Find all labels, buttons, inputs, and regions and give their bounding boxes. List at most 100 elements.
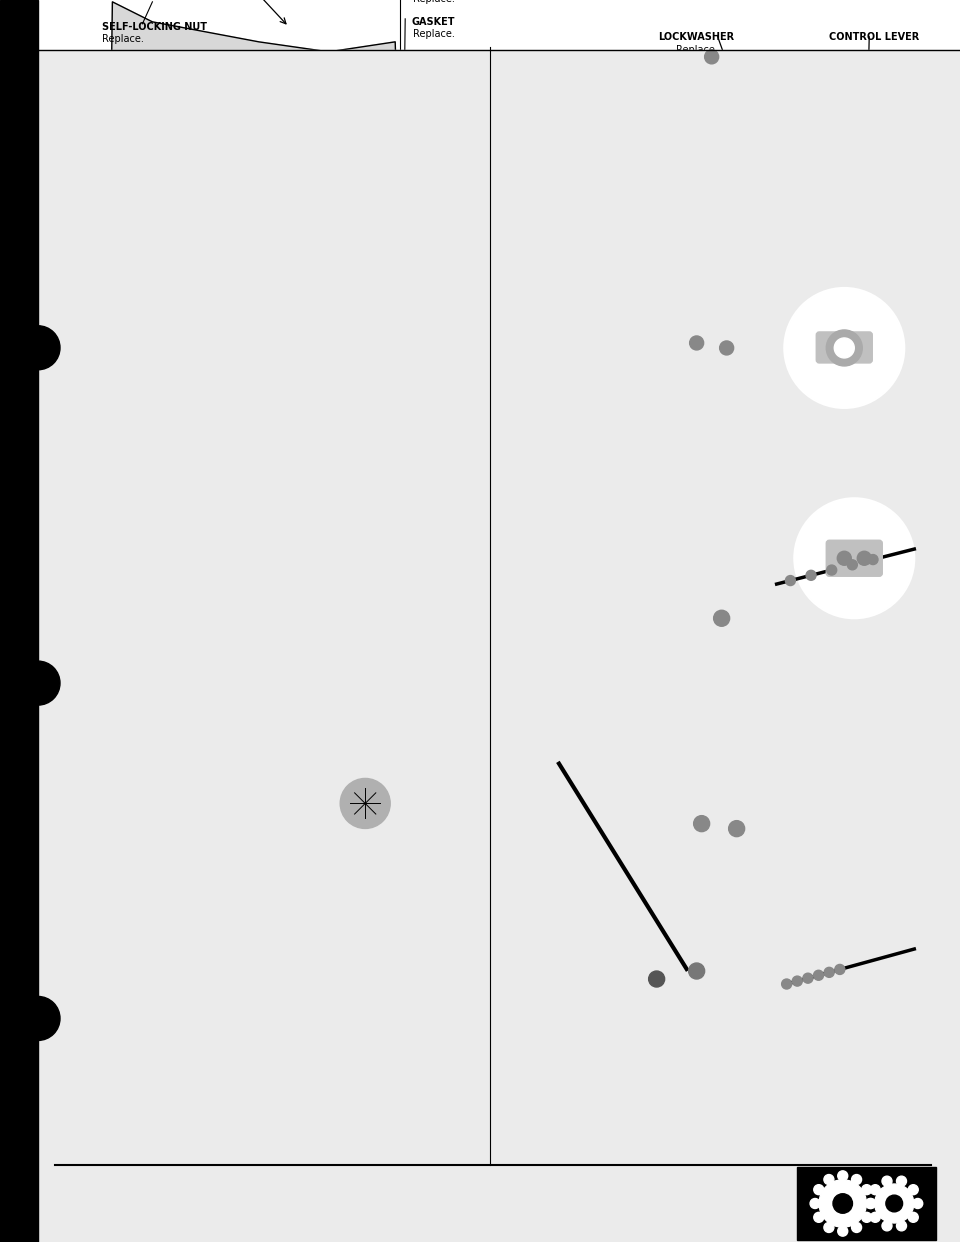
Text: (see section 16).: (see section 16).: [149, 1148, 253, 1160]
Circle shape: [852, 1175, 861, 1185]
Text: DRIVESHAFT: DRIVESHAFT: [192, 934, 266, 944]
Circle shape: [819, 1180, 867, 1227]
Bar: [544, 278, 584, 348]
Circle shape: [792, 976, 803, 986]
Text: Replace.: Replace.: [67, 370, 109, 380]
Text: 14.: 14.: [108, 1040, 130, 1052]
Circle shape: [824, 1222, 834, 1232]
Polygon shape: [72, 597, 282, 959]
Circle shape: [649, 971, 664, 987]
Circle shape: [833, 1194, 852, 1213]
Polygon shape: [666, 628, 777, 823]
Circle shape: [720, 342, 733, 355]
Text: Replace.: Replace.: [414, 0, 455, 4]
Circle shape: [785, 575, 796, 585]
Text: 16.: 16.: [108, 699, 130, 712]
Text: PRIMARY: PRIMARY: [416, 636, 466, 646]
Bar: [182, 806, 312, 821]
Text: 17.: 17.: [108, 646, 130, 658]
Polygon shape: [103, 1, 415, 732]
Polygon shape: [647, 67, 756, 338]
Circle shape: [868, 555, 878, 565]
Text: GASKET: GASKET: [412, 17, 455, 27]
Circle shape: [870, 1212, 880, 1222]
Text: SELF-LOCKING: SELF-LOCKING: [67, 347, 146, 356]
Circle shape: [123, 774, 203, 853]
Circle shape: [813, 970, 824, 980]
Text: 18.: 18.: [509, 1115, 531, 1128]
Circle shape: [378, 704, 393, 718]
Circle shape: [16, 996, 60, 1041]
Circle shape: [108, 759, 217, 868]
Circle shape: [810, 1199, 820, 1208]
Circle shape: [882, 1221, 892, 1231]
FancyBboxPatch shape: [827, 540, 882, 576]
Circle shape: [908, 1185, 919, 1195]
Text: (cont'd): (cont'd): [873, 92, 922, 104]
Text: GASKET: GASKET: [67, 636, 111, 646]
Text: LOCKWASHER: LOCKWASHER: [659, 32, 734, 42]
Text: 14-171: 14-171: [824, 628, 922, 653]
Circle shape: [729, 821, 745, 837]
Text: 15.: 15.: [108, 981, 130, 994]
Circle shape: [340, 779, 390, 828]
Circle shape: [296, 723, 455, 883]
Text: SELF-LOCKING NUT: SELF-LOCKING NUT: [103, 22, 207, 32]
Text: 4WD:: 4WD:: [550, 1037, 588, 1049]
Text: SHIFT CABLE: SHIFT CABLE: [849, 934, 920, 944]
Text: Replace.: Replace.: [676, 45, 717, 55]
Circle shape: [825, 968, 834, 977]
Text: SET RING: SET RING: [370, 663, 420, 673]
Bar: [544, 744, 574, 833]
Circle shape: [689, 335, 704, 350]
Text: NUT: NUT: [67, 359, 90, 369]
Text: (Primary HO2S) connector.: (Primary HO2S) connector.: [149, 715, 316, 728]
Circle shape: [134, 785, 190, 841]
Circle shape: [852, 1222, 861, 1232]
Text: carmanualsonline.info: carmanualsonline.info: [518, 641, 634, 651]
Circle shape: [16, 325, 60, 370]
Text: the shift cable from the control lever. Do not bend: the shift cable from the control lever. …: [550, 1025, 864, 1037]
Text: w.emanualpro.com: w.emanualpro.com: [55, 641, 154, 651]
Circle shape: [784, 288, 904, 407]
Circle shape: [814, 1212, 824, 1222]
Circle shape: [694, 816, 709, 832]
Circle shape: [882, 1176, 892, 1186]
Text: Replace.: Replace.: [414, 29, 455, 39]
Text: SHIFT CABLE: SHIFT CABLE: [849, 539, 920, 549]
Text: Replace.: Replace.: [67, 648, 109, 660]
Text: BAG: BAG: [432, 946, 455, 958]
Text: Replace.: Replace.: [103, 34, 144, 43]
Circle shape: [803, 974, 813, 984]
Text: Remove the shift cable cover.: Remove the shift cable cover.: [550, 1115, 736, 1128]
Text: the shift cable excessively.: the shift cable excessively.: [550, 1041, 717, 1053]
Circle shape: [908, 1212, 919, 1222]
Text: COVER: COVER: [509, 361, 546, 371]
Text: Tie plastic bags over the driveshaft ends. Coat all: Tie plastic bags over the driveshaft end…: [149, 981, 460, 994]
Text: pry the left driveshaft out of the intermediate shaft: pry the left driveshaft out of the inter…: [149, 1131, 470, 1144]
Circle shape: [827, 330, 862, 366]
Text: CONTROL: CONTROL: [509, 789, 562, 799]
FancyBboxPatch shape: [816, 332, 873, 363]
Circle shape: [806, 570, 816, 580]
Text: HO2S CONNECTOR: HO2S CONNECTOR: [364, 648, 466, 660]
Circle shape: [176, 679, 189, 693]
Ellipse shape: [281, 653, 306, 668]
Text: 2WD:: 2WD:: [550, 636, 588, 648]
Circle shape: [794, 498, 914, 619]
Text: Remove the control lever, then separate the shift: Remove the control lever, then separate …: [550, 609, 859, 621]
Text: left driveshaft (see section 18).: left driveshaft (see section 18).: [149, 1056, 345, 1068]
Text: Remove the shift cable.: Remove the shift cable.: [550, 1071, 698, 1083]
Text: cable from the control shaft. Do not bend the shift: cable from the control shaft. Do not ben…: [550, 625, 865, 637]
Polygon shape: [534, 288, 797, 589]
Circle shape: [834, 338, 854, 358]
FancyBboxPatch shape: [722, 323, 792, 378]
Polygon shape: [544, 769, 797, 989]
Text: Disconnect the primary heated oxygen sensor: Disconnect the primary heated oxygen sen…: [149, 699, 439, 712]
Circle shape: [897, 1176, 906, 1186]
Bar: [544, 278, 584, 348]
Circle shape: [827, 565, 837, 575]
Circle shape: [875, 1184, 914, 1223]
Text: COVER: COVER: [830, 620, 868, 630]
Text: LEVER: LEVER: [509, 801, 543, 811]
